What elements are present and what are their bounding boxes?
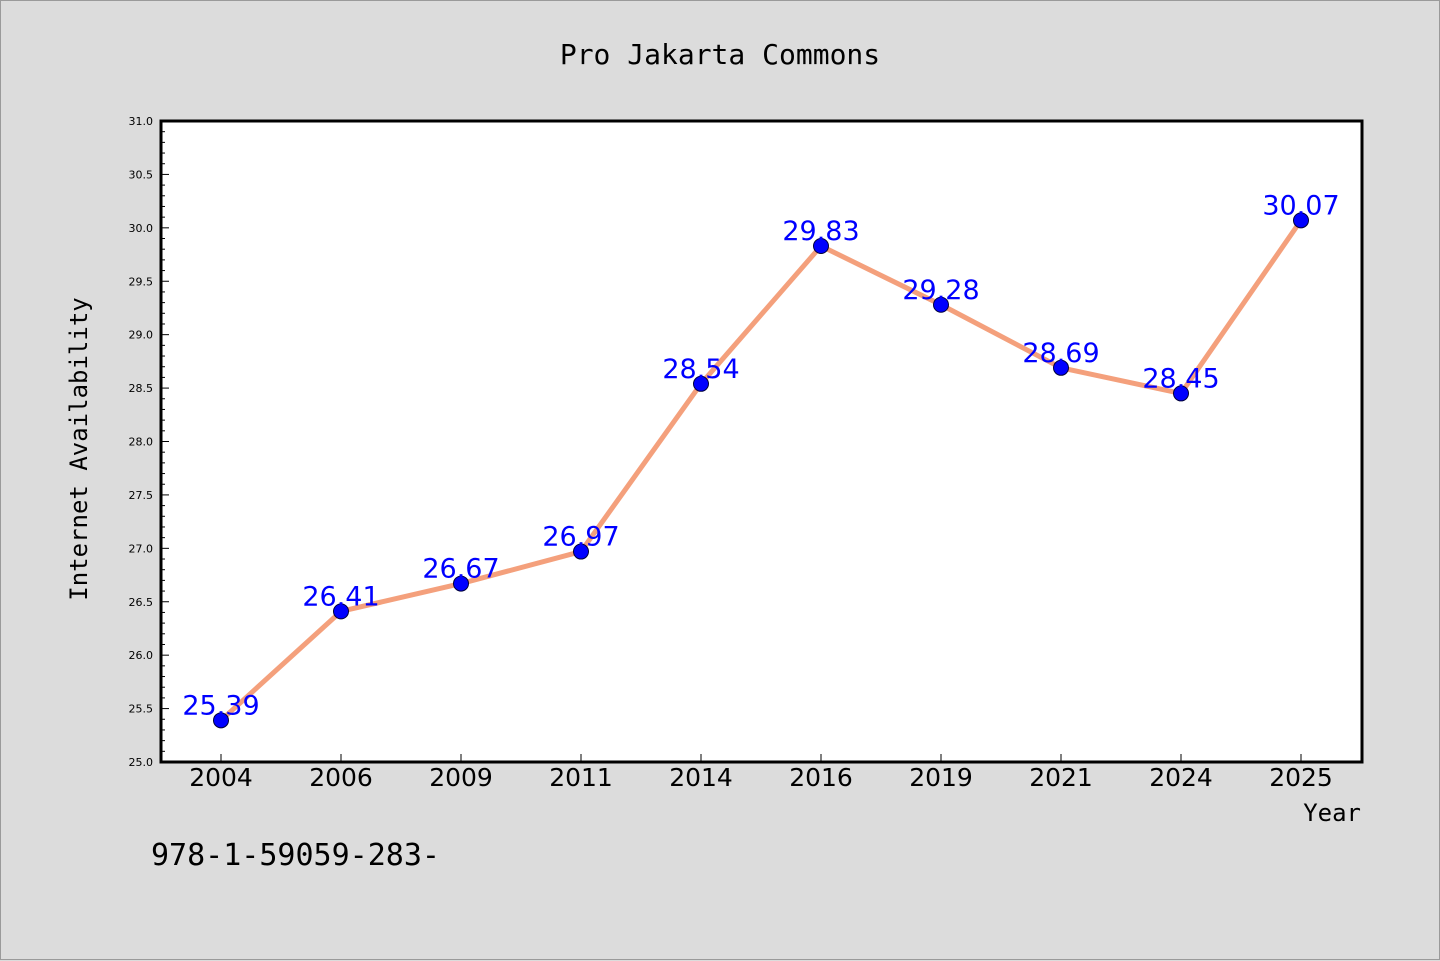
data-label: 28.54 xyxy=(662,354,739,385)
data-point xyxy=(1293,212,1309,229)
x-tick-label: 2006 xyxy=(309,763,373,792)
data-markers xyxy=(213,212,1309,729)
x-tick-labels: 2004 2006 2009 2011 2014 2016 2019 2021 2024 2025 xyxy=(189,763,1333,792)
y-tick-label: 28.5 xyxy=(129,382,154,395)
y-tick-label: 25.5 xyxy=(129,703,154,716)
plot-area xyxy=(159,119,1364,764)
data-point xyxy=(213,712,229,729)
y-tick-label: 25.0 xyxy=(129,756,154,769)
data-label: 26.41 xyxy=(302,581,379,612)
data-label: 25.39 xyxy=(182,690,259,721)
data-label: 29.28 xyxy=(902,275,979,306)
data-label: 28.69 xyxy=(1022,338,1099,369)
y-tick-label: 31.0 xyxy=(129,115,154,128)
data-label: 26.67 xyxy=(422,554,499,585)
chart-title: Pro Jakarta Commons xyxy=(560,38,880,71)
data-label: 30.07 xyxy=(1262,190,1339,221)
y-tick-label: 28.0 xyxy=(129,436,154,449)
data-label: 26.97 xyxy=(542,522,619,553)
y-tick-label: 29.0 xyxy=(129,329,154,342)
data-point xyxy=(1173,385,1189,402)
data-labels: 25.39 26.41 26.67 26.97 28.54 29.83 29.28 28.69… xyxy=(182,190,1339,721)
x-tick-label: 2009 xyxy=(429,763,493,792)
x-tick-label: 2004 xyxy=(189,763,253,792)
x-ticks xyxy=(220,754,1302,762)
x-tick-label: 2014 xyxy=(669,763,733,792)
y-tick-label: 27.0 xyxy=(129,542,154,555)
data-point xyxy=(1053,359,1069,376)
x-tick-label: 2016 xyxy=(789,763,853,792)
data-point xyxy=(933,296,949,313)
isbn-annotation: 978-1-59059-283- xyxy=(151,838,440,873)
x-axis-label: Year xyxy=(1303,799,1361,827)
data-point xyxy=(573,543,589,560)
data-point xyxy=(693,375,709,392)
y-minor-ticks xyxy=(161,120,169,763)
y-tick-label: 26.5 xyxy=(129,596,154,609)
x-tick-label: 2021 xyxy=(1029,763,1093,792)
x-tick-label: 2011 xyxy=(549,763,613,792)
y-axis-label: Internet Availability xyxy=(65,297,93,600)
y-tick-label: 30.0 xyxy=(129,222,154,235)
y-tick-label: 30.5 xyxy=(129,168,154,181)
y-tick-labels: 25.0 25.5 26.0 26.5 27.0 27.5 28.0 28.5 29.0 29.5… xyxy=(129,115,154,769)
y-tick-label: 27.5 xyxy=(129,489,154,502)
x-tick-label: 2019 xyxy=(909,763,973,792)
data-label: 29.83 xyxy=(782,216,859,247)
series-line xyxy=(219,218,1304,723)
data-point xyxy=(813,237,829,254)
y-tick-label: 29.5 xyxy=(129,275,154,288)
data-label: 28.45 xyxy=(1142,363,1219,394)
data-point xyxy=(453,575,469,592)
x-tick-label: 2024 xyxy=(1149,763,1213,792)
data-point xyxy=(333,603,349,620)
x-tick-label: 2025 xyxy=(1269,763,1333,792)
y-tick-label: 26.0 xyxy=(129,649,154,662)
